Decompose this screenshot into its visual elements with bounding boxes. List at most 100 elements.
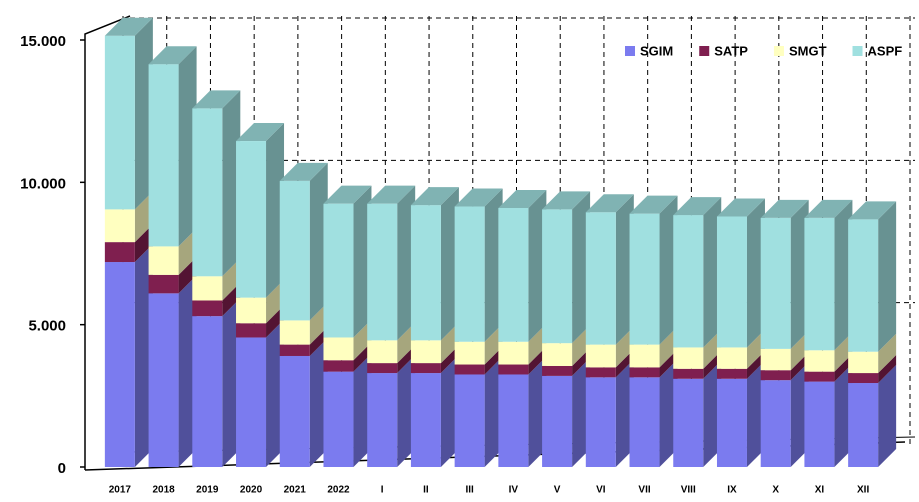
bar-side: [528, 346, 547, 375]
bar-side: [790, 330, 809, 371]
bar-side: [309, 162, 328, 321]
y-tick-label: 10.000: [20, 175, 66, 192]
bar-side: [528, 323, 547, 365]
bar-side: [484, 346, 503, 375]
bar-top: [236, 123, 285, 142]
bar-side: [746, 329, 765, 369]
bar-segment: [192, 300, 223, 317]
bar-side: [878, 365, 897, 467]
bar-side: [309, 302, 328, 345]
bar-side: [659, 326, 678, 368]
bar-side: [746, 198, 765, 348]
bar-segment: [585, 344, 616, 368]
bar-side: [353, 353, 372, 467]
bar-side: [440, 355, 459, 467]
bar-segment: [104, 242, 135, 263]
bar-top: [148, 46, 197, 65]
bar-side: [659, 349, 678, 378]
bar-segment: [192, 276, 223, 301]
bar-segment: [673, 378, 704, 467]
bar-segment: [192, 108, 223, 277]
bar-segment: [410, 205, 441, 341]
bar-segment: [454, 374, 485, 467]
bar-side: [746, 360, 765, 467]
legend-label: ASPF: [868, 43, 903, 58]
bar-side: [266, 319, 285, 467]
bar-side: [834, 363, 853, 467]
x-tick-label: I: [381, 485, 384, 496]
legend-label: SMGT: [789, 43, 827, 58]
bar-segment: [148, 246, 179, 275]
bar-segment: [760, 348, 791, 371]
x-tick-label: VIII: [681, 485, 696, 496]
bar-segment: [236, 141, 267, 298]
bar-segment: [279, 180, 310, 321]
bar-side: [790, 352, 809, 381]
legend-swatch: [773, 46, 784, 56]
bar-segment: [629, 213, 660, 345]
bar-side: [703, 350, 722, 379]
x-tick-label: X: [772, 485, 779, 496]
bar-segment: [104, 35, 135, 210]
bar-segment: [760, 217, 791, 349]
bar-segment: [367, 373, 398, 467]
bar-segment: [148, 293, 179, 467]
bar-side: [178, 256, 197, 294]
bar-segment: [716, 347, 747, 369]
bar-side: [266, 279, 285, 324]
bar-segment: [542, 343, 573, 366]
bar-segment: [236, 297, 267, 324]
bar-side: [878, 355, 897, 384]
x-tick-label: V: [554, 485, 561, 496]
x-tick-label: XI: [815, 485, 825, 496]
bar-segment: [848, 373, 879, 384]
bar-side: [397, 185, 416, 341]
x-tick-label: VII: [638, 485, 650, 496]
bar-side: [440, 322, 459, 364]
bar-segment: [804, 217, 835, 351]
bar-segment: [498, 207, 529, 342]
bar-segment: [848, 383, 879, 467]
legend-label: SGIM: [640, 43, 673, 58]
bar-side: [353, 319, 372, 361]
bar-segment: [585, 212, 616, 345]
bar-side: [659, 359, 678, 467]
bar-side: [834, 332, 853, 372]
y-tick-label: 0: [58, 460, 66, 477]
x-tick-label: 2021: [284, 485, 307, 496]
bar-side: [309, 337, 328, 467]
bar-segment: [673, 215, 704, 348]
bar-side: [397, 355, 416, 467]
legend-swatch: [625, 46, 635, 56]
bar-side: [615, 194, 634, 345]
bar-side: [790, 199, 809, 349]
bar-side: [834, 353, 853, 382]
bar-side: [134, 224, 153, 263]
bar-top: [848, 201, 897, 220]
bar-side: [746, 350, 765, 379]
bar-segment: [192, 316, 223, 467]
bar-segment: [148, 64, 179, 247]
bar-side: [615, 326, 634, 368]
bar-segment: [498, 341, 529, 365]
bar-side: [222, 298, 241, 467]
bar-top: [454, 188, 503, 207]
x-tick-label: 2020: [240, 485, 263, 496]
bar-segment: [629, 377, 660, 467]
bar-side: [222, 282, 241, 317]
y-tick-label: 15.000: [20, 33, 66, 50]
bar-segment: [367, 203, 398, 341]
bar-segment: [367, 340, 398, 364]
bar-segment: [498, 374, 529, 467]
bar-side: [484, 323, 503, 365]
bar-side: [309, 326, 328, 356]
bar-side: [353, 342, 372, 372]
bar-side: [484, 356, 503, 467]
bar-segment: [410, 363, 441, 374]
bar-side: [134, 17, 153, 210]
x-tick-label: IV: [509, 485, 519, 496]
x-tick-label: 2017: [109, 485, 132, 496]
bar-segment: [367, 363, 398, 374]
bar-side: [222, 258, 241, 301]
